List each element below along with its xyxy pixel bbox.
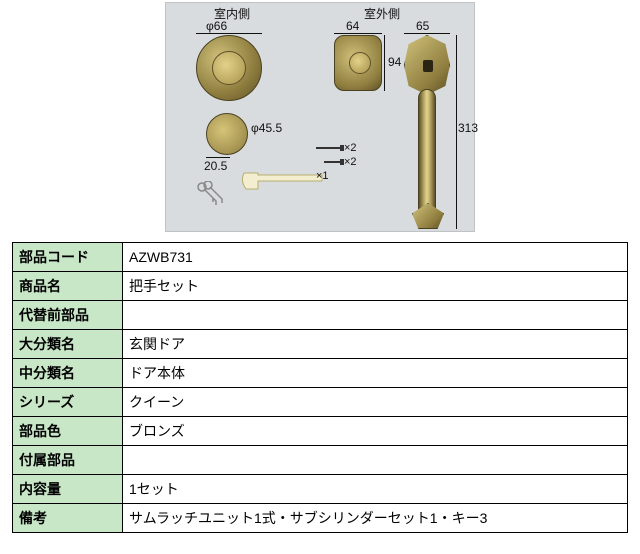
table-row: 部品コード AZWB731 [13,243,628,272]
label-phi66: φ66 [206,19,227,33]
row-value [123,301,628,330]
row-value: サムラッチユニット1式・サブシリンダーセット1・キー3 [123,504,628,533]
dimline-phi66 [196,33,262,34]
escutcheon-icon [334,35,382,91]
row-label: 備考 [13,504,123,533]
table-row: 部品色 ブロンズ [13,417,628,446]
row-label: 内容量 [13,475,123,504]
label-64: 64 [346,19,359,33]
handle-foot-icon [412,203,444,229]
row-value: 把手セット [123,272,628,301]
row-value: 玄関ドア [123,330,628,359]
screw-short-icon [316,157,344,167]
row-label: 部品コード [13,243,123,272]
row-value: AZWB731 [123,243,628,272]
spec-table-body: 部品コード AZWB731 商品名 把手セット 代替前部品 大分類名 玄関ドア … [13,243,628,533]
row-value [123,446,628,475]
row-label: 商品名 [13,272,123,301]
label-x1: ×1 [316,169,357,183]
screw-long-icon [316,143,344,153]
table-row: 中分類名 ドア本体 [13,359,628,388]
keys-icon [196,181,224,211]
row-value: ブロンズ [123,417,628,446]
dimline-94v [384,35,385,91]
row-label: 中分類名 [13,359,123,388]
row-value: ドア本体 [123,359,628,388]
row-value: 1セット [123,475,628,504]
row-label: 付属部品 [13,446,123,475]
table-row: 代替前部品 [13,301,628,330]
row-label: シリーズ [13,388,123,417]
table-row: 備考 サムラッチユニット1式・サブシリンダーセット1・キー3 [13,504,628,533]
table-row: 商品名 把手セット [13,272,628,301]
label-phi455: φ45.5 [251,121,282,135]
handle-bar-icon [418,89,436,217]
handle-plate-icon [404,35,450,95]
screw-counts: ×2 ×2 ×1 [316,141,357,183]
table-row: 付属部品 [13,446,628,475]
row-label: 大分類名 [13,330,123,359]
label-65: 65 [416,19,429,33]
dimline-65 [404,33,450,34]
technical-diagram: 室内側 室外側 φ66 φ45.5 20.5 [165,2,475,232]
label-x2a: ×2 [344,141,357,155]
page-root: 室内側 室外側 φ66 φ45.5 20.5 [0,0,640,554]
label-x2b: ×2 [344,155,357,169]
row-value: クイーン [123,388,628,417]
label-94: 94 [388,55,401,69]
diagram-container: 室内側 室外側 φ66 φ45.5 20.5 [0,0,640,232]
label-313: 313 [458,121,478,135]
dimline-313v [456,35,457,229]
knob-inner-icon [212,51,246,85]
row-label: 部品色 [13,417,123,446]
label-205: 20.5 [204,159,227,173]
dimline-64 [334,33,382,34]
row-label: 代替前部品 [13,301,123,330]
table-row: 内容量 1セット [13,475,628,504]
table-row: シリーズ クイーン [13,388,628,417]
sub-cylinder-icon [206,113,248,155]
table-row: 大分類名 玄関ドア [13,330,628,359]
spec-table: 部品コード AZWB731 商品名 把手セット 代替前部品 大分類名 玄関ドア … [12,242,628,533]
dimline-205 [206,157,230,158]
label-outside: 室外側 [364,5,400,22]
